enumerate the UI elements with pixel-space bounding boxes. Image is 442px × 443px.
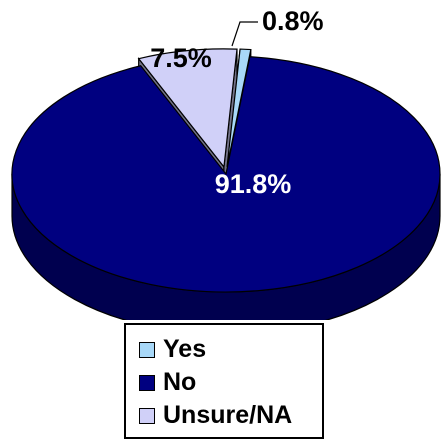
pie-chart-svg: 0.8% 91.8% 7.5% [11,6,441,320]
legend-label-yes: Yes [163,335,207,363]
leader-line-yes [231,21,258,47]
data-label-unsure: 7.5% [150,43,212,73]
legend: Yes No Unsure/NA [124,323,324,439]
legend-item-no: No [139,366,322,399]
data-label-yes: 0.8% [262,6,324,36]
legend-item-unsure: Unsure/NA [139,399,322,432]
pie-slice-unsure [137,48,238,169]
pie-tops [11,48,441,293]
pie-slice-no [11,56,441,293]
legend-swatch-yes [139,341,155,358]
legend-label-unsure: Unsure/NA [163,401,293,429]
legend-label-no: No [163,368,197,396]
legend-swatch-unsure [139,407,155,424]
legend-swatch-no [139,374,155,391]
legend-item-yes: Yes [139,333,322,366]
data-label-no: 91.8% [215,169,292,199]
